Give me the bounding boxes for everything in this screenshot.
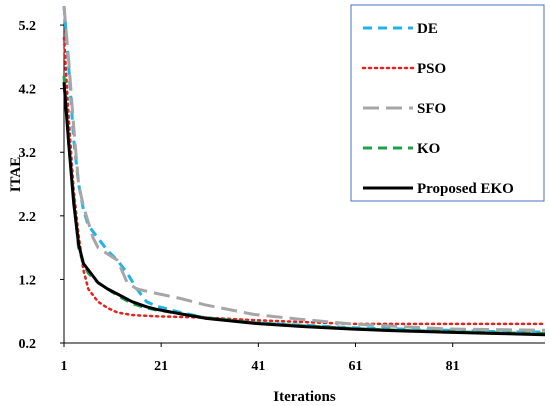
x-tick-label: 1 [61, 359, 68, 374]
y-tick-label: 5.2 [19, 19, 37, 34]
legend-label: KO [417, 141, 440, 157]
series-line-sfo [62, 5, 546, 332]
legend-label: Proposed EKO [417, 181, 514, 197]
legend-label: PSO [417, 61, 446, 77]
x-tick-label: 41 [251, 359, 265, 374]
y-tick-label: 1.2 [19, 273, 37, 288]
x-tick-label: 81 [446, 359, 460, 374]
y-tick-label: 3.2 [19, 146, 37, 161]
y-tick-label: 0.2 [19, 337, 37, 352]
y-axis-title: ITAE [8, 157, 24, 193]
x-axis-title: Iterations [273, 389, 336, 405]
legend-label: DE [417, 21, 438, 37]
series-layer [62, 5, 547, 337]
legend-box [350, 4, 545, 202]
legend-label: SFO [417, 101, 446, 117]
axes [60, 6, 545, 347]
tick-labels: 0.2 1.2 2.2 3.2 4.2 5.2 1 21 41 61 81 [19, 19, 460, 374]
x-tick-label: 61 [349, 359, 363, 374]
series-line-proposed-eko [62, 82, 546, 337]
y-tick-label: 2.2 [19, 210, 37, 225]
legend: DE PSO SFO KO Proposed EKO [350, 4, 545, 202]
y-tick-label: 4.2 [19, 83, 37, 98]
x-tick-label: 21 [154, 359, 168, 374]
